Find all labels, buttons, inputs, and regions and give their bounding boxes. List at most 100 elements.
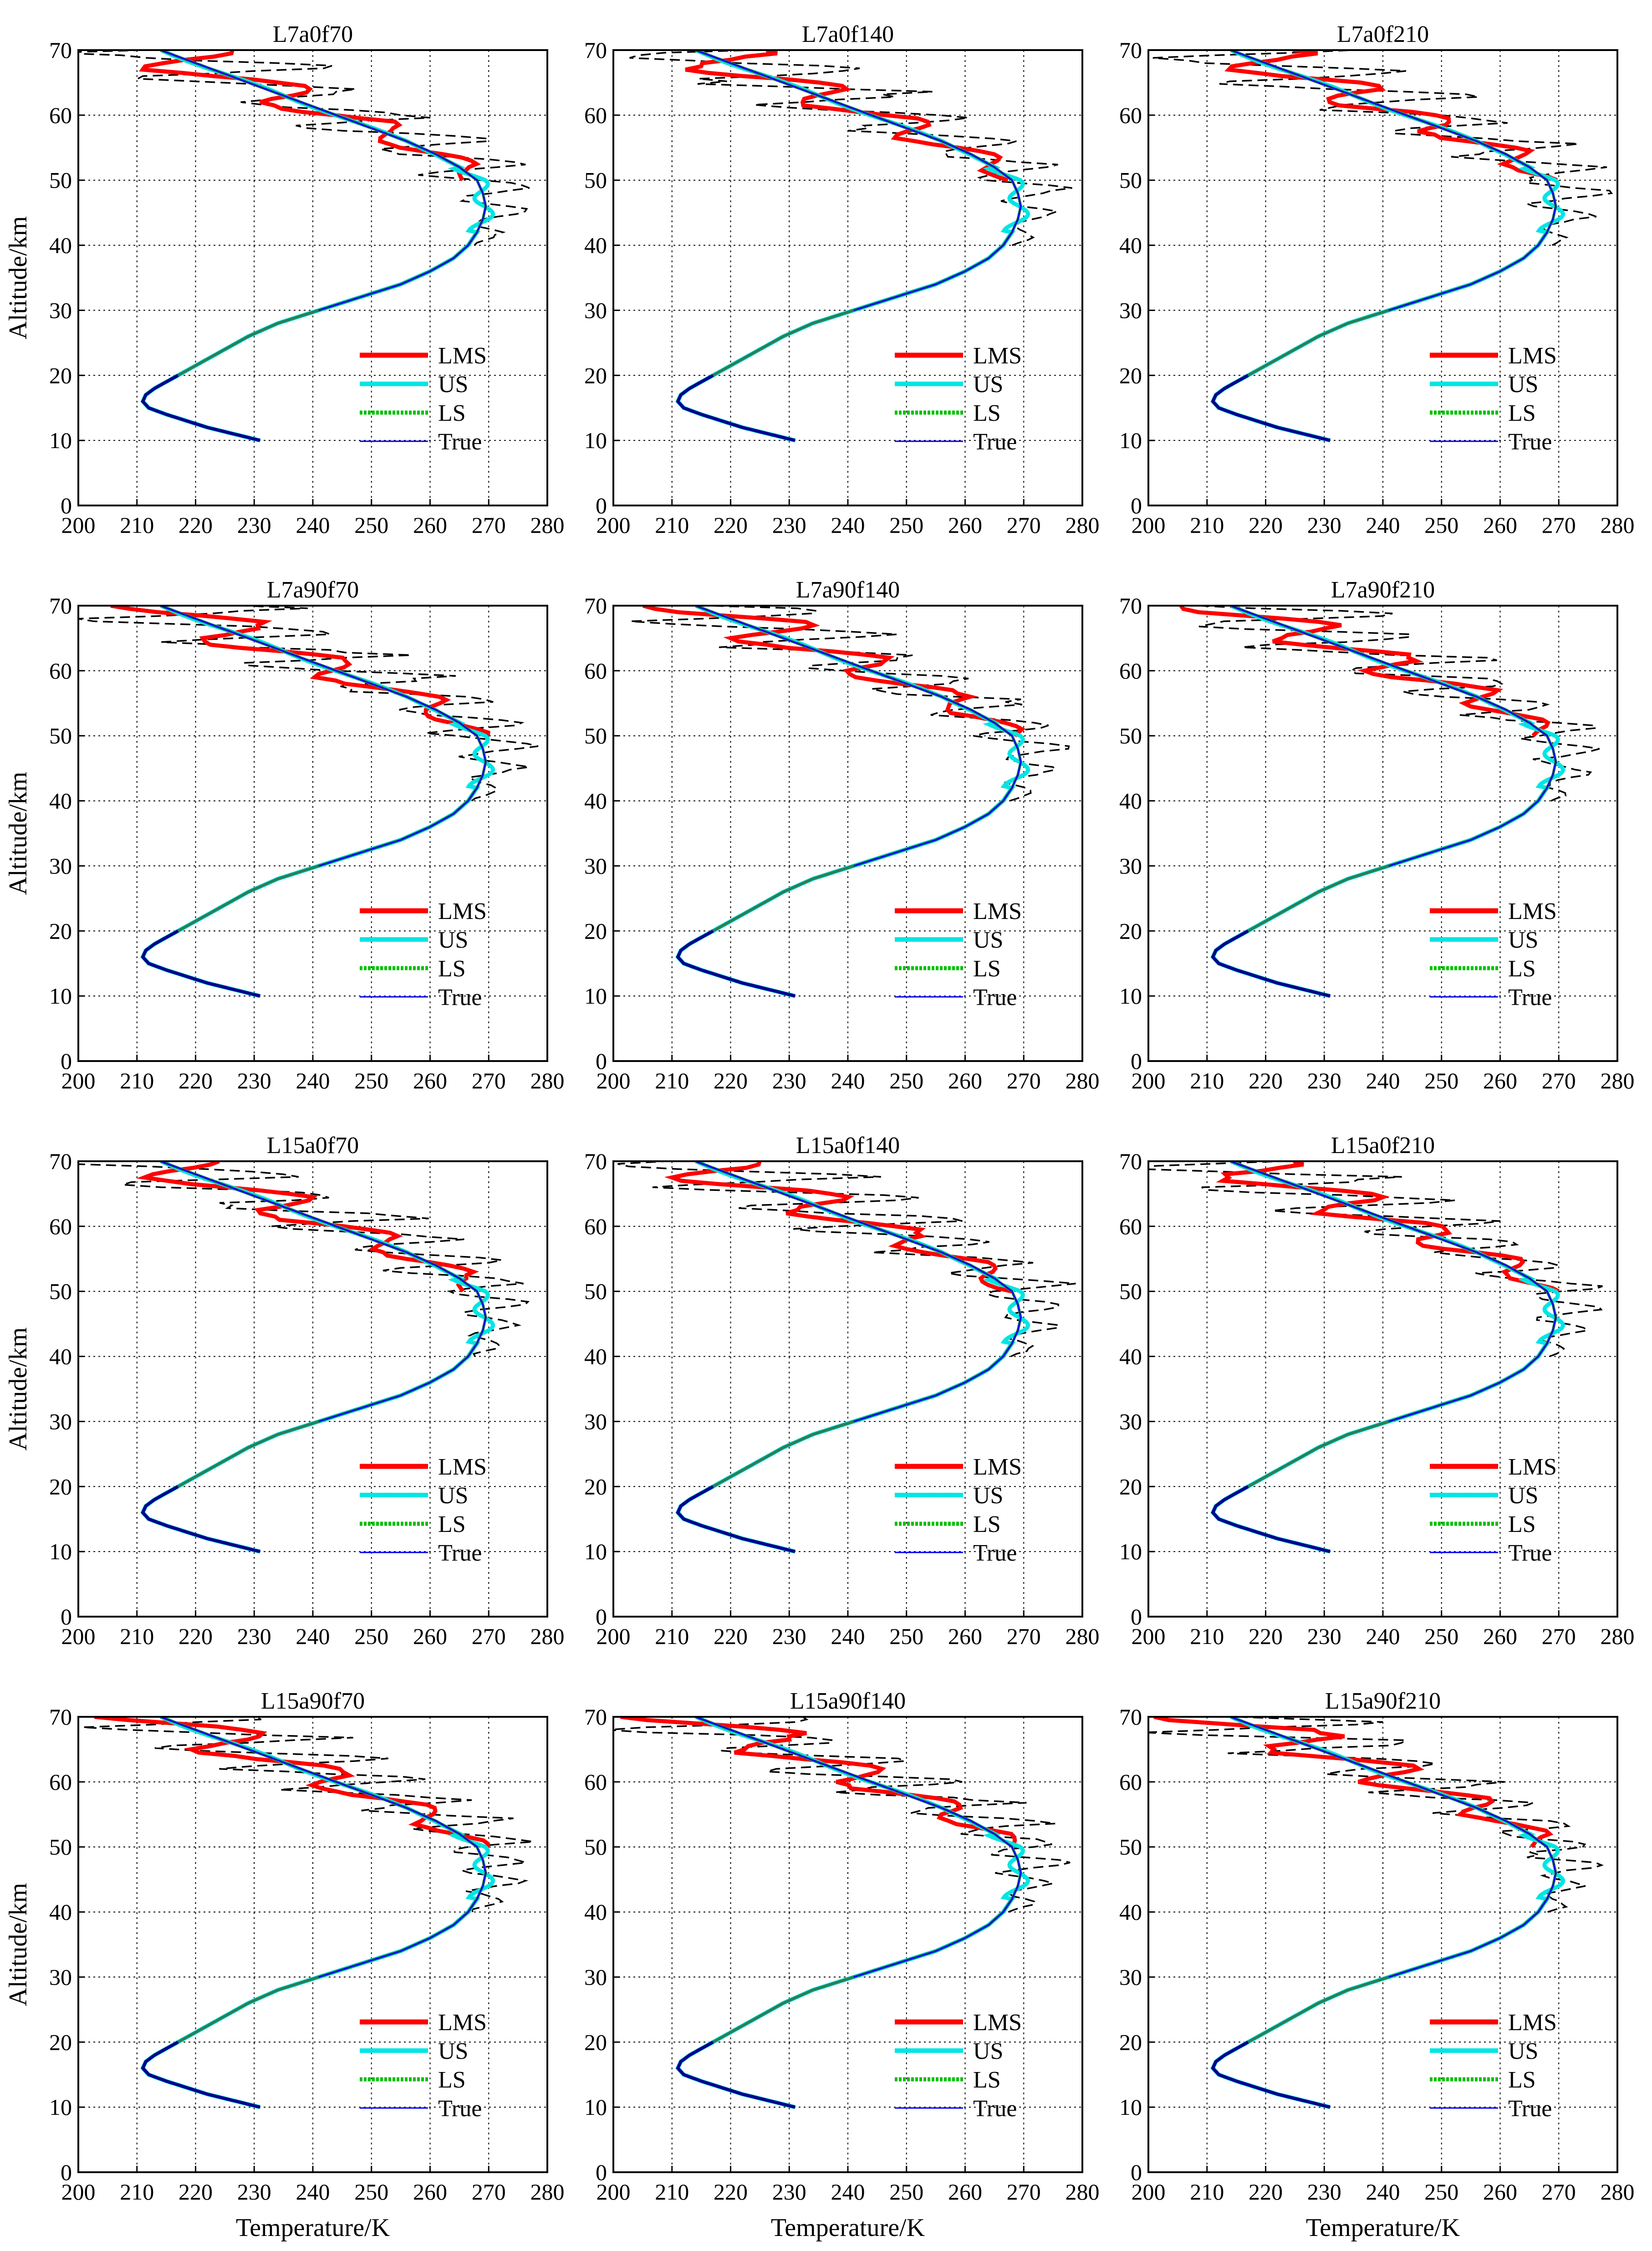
y-tick-label: 60 [584, 102, 607, 128]
x-tick-label: 260 [413, 1068, 447, 1093]
series-lines [1152, 50, 1613, 443]
series-true [160, 606, 487, 867]
legend-label-lms: LMS [438, 343, 487, 369]
plot-frame [1147, 605, 1618, 1062]
series-lines [1179, 606, 1600, 998]
series-lines [1148, 1161, 1603, 1554]
legend-label-lms: LMS [1508, 1454, 1557, 1480]
x-tick-label: 200 [1132, 512, 1166, 538]
series-ls-lower [141, 2041, 260, 2109]
y-tick-label: 20 [584, 2029, 607, 2055]
legend-label-lms: LMS [438, 898, 487, 924]
y-tick-label: 20 [584, 1474, 607, 1499]
chart-panel-1: 200 210 220 230 240 250 260 270 280 0 10 20 30 40 50 60… [4, 21, 565, 538]
legend-label-us: US [438, 1483, 468, 1509]
series-lms [94, 1717, 490, 1848]
y-tick-label: 50 [1119, 1279, 1142, 1304]
y-tick-label: 40 [1119, 1899, 1142, 1925]
y-tick-label: 30 [584, 1964, 607, 1990]
chart-title: L15a90f140 [790, 1688, 906, 1714]
series-ls-lower [676, 374, 795, 442]
y-tick-label: 70 [1119, 37, 1142, 63]
y-tick-label: 30 [1119, 1409, 1142, 1434]
series-true [1230, 50, 1557, 311]
y-tick-label: 20 [1119, 2029, 1142, 2055]
y-tick-label: 10 [584, 428, 607, 453]
legend-label-lms: LMS [1508, 343, 1557, 369]
x-tick-label: 270 [1007, 1623, 1041, 1649]
legend-label-true: True [973, 1540, 1017, 1566]
y-tick-label: 70 [49, 1148, 72, 1174]
legend-label-us: US [1508, 2038, 1538, 2064]
series-true [160, 1717, 487, 1978]
y-tick-label: 70 [1119, 1704, 1142, 1730]
y-tick-label: 60 [49, 1214, 72, 1239]
chart-panel-11: 200 210 220 230 240 250 260 270 280 0 10 20 30 40 50 60… [584, 1688, 1100, 2242]
y-tick-label: 70 [1119, 1148, 1142, 1174]
y-tick-label: 0 [1131, 493, 1142, 518]
series-true [695, 1161, 1022, 1422]
x-axis-label: Temperature/K [771, 2214, 925, 2242]
x-tick-label: 280 [1066, 2179, 1100, 2205]
x-tick-label: 200 [597, 1623, 631, 1649]
legend-label-ls: LS [1508, 956, 1536, 982]
y-tick-label: 0 [61, 493, 72, 518]
x-tick-label: 260 [948, 2179, 982, 2205]
plot-frame [612, 1160, 1083, 1618]
x-tick-label: 280 [1601, 1068, 1635, 1093]
plot-frame [77, 605, 548, 1062]
x-tick-label: 230 [237, 1068, 271, 1093]
x-tick-label: 270 [1542, 2179, 1576, 2205]
legend-label-ls: LS [973, 400, 1001, 426]
legend-label-true: True [1508, 429, 1552, 455]
y-tick-label: 0 [596, 2159, 607, 2185]
x-tick-label: 250 [354, 1068, 388, 1093]
x-tick-label: 220 [1249, 1068, 1283, 1093]
x-tick-label: 230 [237, 1623, 271, 1649]
x-tick-label: 250 [1424, 512, 1458, 538]
y-tick-label: 0 [1131, 2159, 1142, 2185]
legend-label-us: US [1508, 372, 1538, 398]
x-tick-label: 240 [1366, 512, 1400, 538]
chart-panel-6: 200 210 220 230 240 250 260 270 280 0 10 20 30 40 50 60… [1119, 577, 1635, 1093]
plot-frame [77, 49, 548, 506]
series-dashed [82, 1717, 534, 1912]
legend-label-lms: LMS [1508, 898, 1557, 924]
chart-title: L15a0f140 [796, 1133, 900, 1159]
y-tick-label: 40 [584, 233, 607, 258]
x-tick-label: 220 [178, 1068, 213, 1093]
y-tick-label: 70 [584, 1704, 607, 1730]
x-tick-label: 270 [472, 1623, 506, 1649]
x-tick-label: 270 [1542, 512, 1576, 538]
x-tick-label: 270 [472, 2179, 506, 2205]
chart-panel-5: 200 210 220 230 240 250 260 270 280 0 10 20 30 40 50 60… [584, 577, 1100, 1093]
y-tick-label: 10 [49, 1539, 72, 1564]
y-tick-label: 40 [49, 788, 72, 814]
chart-panel-9: 200 210 220 230 240 250 260 270 280 0 10 20 30 40 50 60… [1119, 1133, 1635, 1649]
x-tick-label: 210 [655, 1068, 689, 1093]
y-tick-label: 0 [1131, 1604, 1142, 1629]
chart-panel-3: 200 210 220 230 240 250 260 270 280 0 10 20 30 40 50 60… [1119, 21, 1635, 538]
x-tick-label: 220 [178, 1623, 213, 1649]
y-tick-label: 70 [584, 593, 607, 618]
series-ls-lower [141, 1485, 260, 1553]
y-tick-label: 40 [584, 1899, 607, 1925]
series-ls-lower [1211, 374, 1331, 442]
x-axis-label: Temperature/K [1306, 2214, 1460, 2242]
y-tick-label: 30 [1119, 297, 1142, 323]
x-tick-label: 270 [472, 1068, 506, 1093]
series-dashed [1197, 606, 1600, 802]
y-tick-label: 60 [1119, 1214, 1142, 1239]
x-tick-label: 250 [354, 2179, 388, 2205]
legend-label-us: US [438, 927, 468, 953]
legend-label-true: True [973, 2096, 1017, 2122]
legend-label-true: True [1508, 1540, 1552, 1566]
y-tick-label: 20 [584, 362, 607, 388]
plot-frame [612, 49, 1083, 506]
plot-frame [77, 1160, 548, 1618]
